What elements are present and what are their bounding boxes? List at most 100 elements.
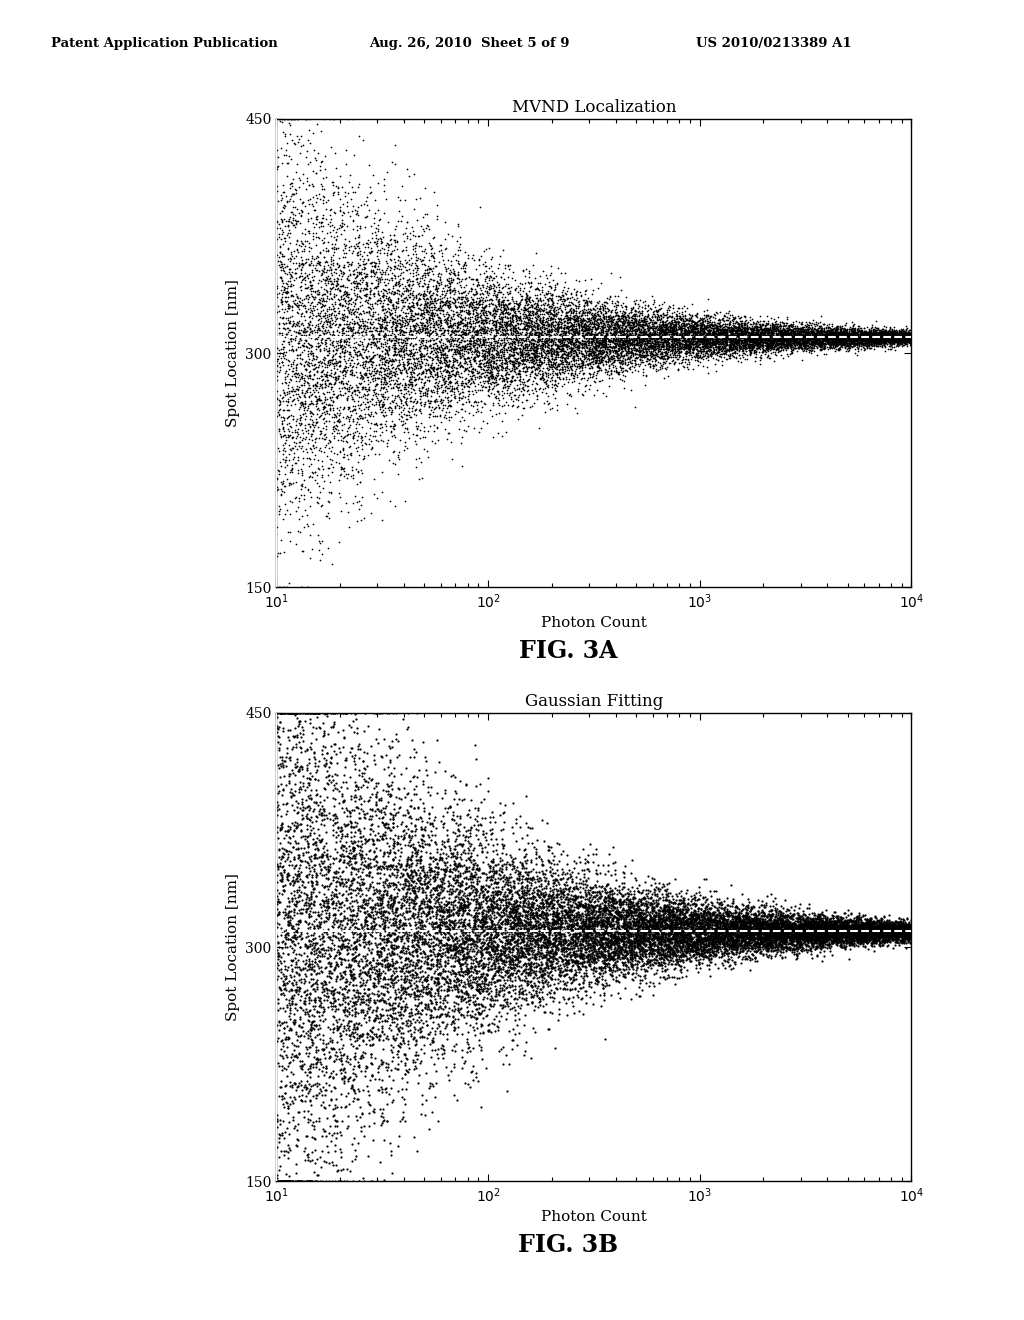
Point <box>869 928 886 949</box>
Point <box>461 928 477 949</box>
Point <box>658 356 675 378</box>
Point <box>426 360 442 381</box>
Point <box>671 946 687 968</box>
Point <box>697 928 714 949</box>
Point <box>604 337 621 358</box>
Point <box>784 333 801 354</box>
Point <box>346 932 362 953</box>
Point <box>518 875 535 896</box>
Point <box>866 325 883 346</box>
Point <box>461 304 477 325</box>
Point <box>569 313 586 334</box>
Point <box>767 329 783 350</box>
Point <box>858 329 874 350</box>
Point <box>616 941 633 962</box>
Point <box>408 783 424 804</box>
Point <box>397 280 414 301</box>
Point <box>331 366 347 387</box>
Point <box>556 331 572 352</box>
Point <box>492 281 508 302</box>
Point <box>580 294 596 315</box>
Point <box>821 322 838 343</box>
Point <box>451 342 467 363</box>
Point <box>610 339 627 360</box>
Point <box>422 360 438 381</box>
Point <box>327 777 343 799</box>
Point <box>783 925 800 946</box>
Point <box>332 875 348 896</box>
Point <box>421 261 437 282</box>
Point <box>640 323 656 345</box>
Point <box>803 323 819 345</box>
Point <box>702 305 719 326</box>
Point <box>899 323 915 345</box>
Point <box>342 935 358 956</box>
Point <box>874 929 891 950</box>
Point <box>682 321 698 342</box>
Point <box>717 927 733 948</box>
Point <box>427 290 443 312</box>
Point <box>488 882 505 903</box>
Point <box>346 904 362 925</box>
Point <box>378 318 394 339</box>
Point <box>303 887 319 908</box>
Point <box>678 333 694 354</box>
Point <box>616 921 633 942</box>
Point <box>370 308 386 329</box>
Point <box>824 920 841 941</box>
Point <box>755 310 771 331</box>
Point <box>892 329 908 350</box>
Point <box>671 334 687 355</box>
Point <box>307 886 324 907</box>
Point <box>337 997 353 1018</box>
Point <box>760 345 776 366</box>
Point <box>461 945 477 966</box>
Point <box>819 329 836 350</box>
Point <box>458 923 474 944</box>
Point <box>772 925 788 946</box>
Point <box>375 321 391 342</box>
Point <box>855 329 871 350</box>
Point <box>758 929 774 950</box>
Point <box>810 929 826 950</box>
Point <box>645 318 662 339</box>
Point <box>785 318 802 339</box>
Point <box>834 919 850 940</box>
Point <box>759 933 775 954</box>
Point <box>842 927 858 948</box>
Point <box>751 921 767 942</box>
Point <box>487 315 504 337</box>
Point <box>500 932 516 953</box>
Point <box>898 919 914 940</box>
Point <box>443 911 460 932</box>
Point <box>759 945 775 966</box>
Point <box>596 912 612 933</box>
Point <box>820 325 837 346</box>
Point <box>834 935 850 956</box>
Point <box>773 927 790 948</box>
Point <box>454 300 470 321</box>
Point <box>299 865 315 886</box>
Point <box>500 375 516 396</box>
Point <box>511 927 527 948</box>
Point <box>659 308 676 329</box>
Point <box>470 921 486 942</box>
Point <box>378 780 394 801</box>
Point <box>477 359 494 380</box>
Point <box>847 919 863 940</box>
Point <box>901 928 918 949</box>
Point <box>397 805 414 826</box>
Point <box>316 269 333 290</box>
Point <box>847 916 863 937</box>
Point <box>527 288 544 309</box>
Point <box>477 376 494 397</box>
Point <box>753 928 769 949</box>
Point <box>838 322 854 343</box>
Point <box>571 1001 588 1022</box>
Point <box>351 944 368 965</box>
Point <box>668 325 684 346</box>
Point <box>648 300 665 321</box>
Point <box>377 381 393 403</box>
Point <box>682 317 698 338</box>
Point <box>409 850 425 871</box>
